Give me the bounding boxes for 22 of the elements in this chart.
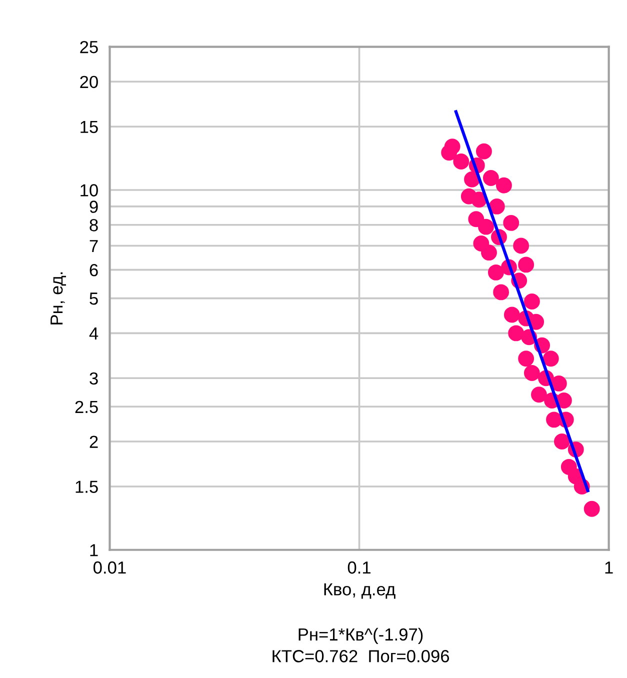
y-tick-label: 20: [80, 76, 98, 88]
y-tick-label: 3: [90, 372, 98, 385]
y-tick-label: 6: [90, 264, 98, 276]
text: Рн=1*Кв^(-1.97): [298, 628, 423, 644]
y-tick-label: 9: [90, 200, 98, 213]
y-tick-label: 25: [80, 40, 98, 54]
y-tick-label: 8: [90, 219, 98, 232]
y-tick-label: 2: [90, 436, 98, 448]
text: КТС=0.762 Пог=0.096: [272, 650, 450, 662]
y-tick-label: 4: [89, 328, 98, 340]
y-axis-title: Рн, ед.: [50, 272, 66, 324]
y-tick-label: 15: [80, 120, 98, 134]
y-tick-label: 2.5: [75, 400, 98, 414]
x-tick-label: 0.01: [94, 561, 126, 574]
x-axis-title: Кво, д.ед: [324, 583, 396, 599]
y-tick-label: 7: [90, 240, 98, 252]
x-tick-label: 0.1: [348, 561, 370, 574]
y-tick-label: 1.5: [76, 480, 98, 493]
y-tick-label: 1: [90, 544, 98, 556]
y-tick-label: 10: [80, 184, 98, 196]
y-tick-label: 5: [90, 292, 98, 305]
x-tick-label: 1: [605, 562, 613, 574]
